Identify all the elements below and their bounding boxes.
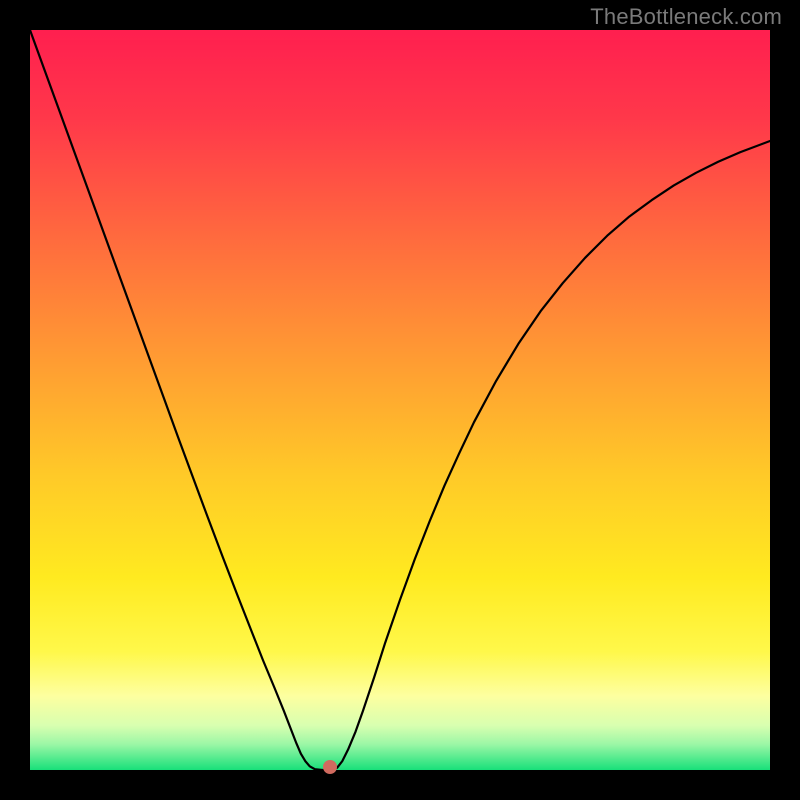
optimal-point-marker [323, 760, 337, 774]
watermark-text: TheBottleneck.com [590, 4, 782, 30]
chart-frame: TheBottleneck.com [0, 0, 800, 800]
bottleneck-curve [30, 30, 770, 770]
plot-area [30, 30, 770, 770]
